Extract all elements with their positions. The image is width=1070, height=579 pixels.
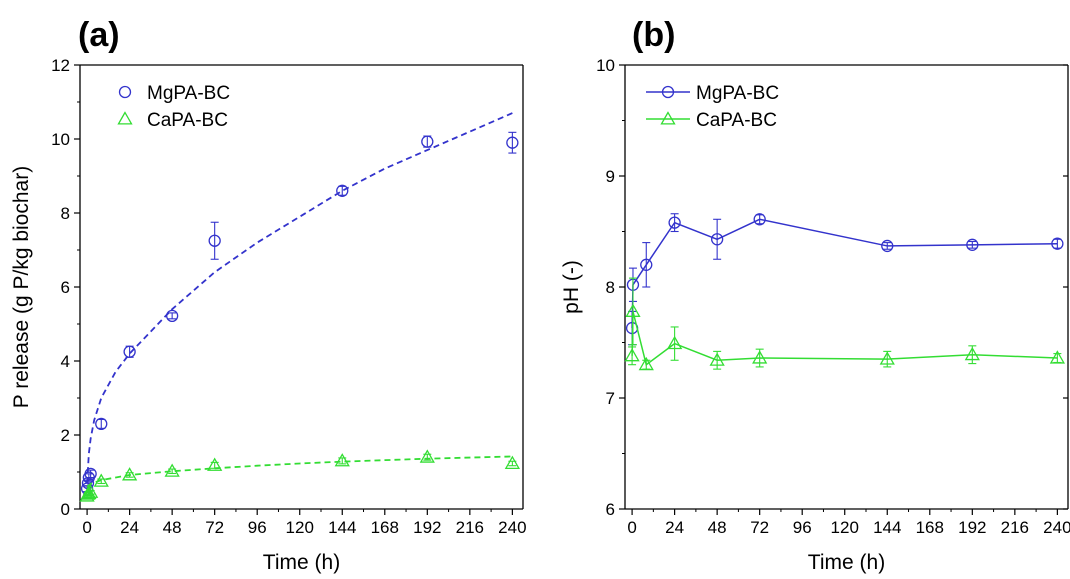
x-tick-label: 240 <box>1043 518 1070 537</box>
legend-label: CaPA-BC <box>147 110 228 131</box>
data-point <box>879 351 895 365</box>
y-axis-title: P release (g P/kg biochar) <box>10 166 33 408</box>
series-mgpa-bc <box>80 112 519 495</box>
fit-curve <box>86 112 513 484</box>
data-point <box>1049 350 1065 364</box>
series-capa-bc <box>79 449 520 502</box>
legend-entry-capa-bc: CaPA-BC <box>646 110 777 131</box>
data-point <box>118 85 132 99</box>
data-point <box>625 303 641 317</box>
x-tick-label: 24 <box>120 518 139 537</box>
y-tick-label: 2 <box>61 426 70 445</box>
data-point <box>1051 237 1064 250</box>
y-tick-label: 6 <box>606 500 615 519</box>
data-point <box>208 234 221 247</box>
y-tick-label: 4 <box>61 352 70 371</box>
y-tick-label: 12 <box>51 56 70 75</box>
x-tick-label: 144 <box>328 518 356 537</box>
data-point <box>964 346 980 361</box>
data-point <box>710 233 724 246</box>
x-tick-label: 0 <box>627 518 636 537</box>
x-tick-label: 168 <box>371 518 399 537</box>
x-axis-title: Time (h) <box>808 551 885 574</box>
data-point <box>84 467 97 481</box>
data-point <box>638 356 654 371</box>
x-tick-label: 144 <box>873 518 901 537</box>
data-point <box>709 352 725 366</box>
panel-label: (a) <box>78 16 120 54</box>
data-point <box>123 345 136 358</box>
data-point <box>752 350 768 364</box>
data-point <box>881 239 894 253</box>
x-tick-label: 24 <box>665 518 684 537</box>
x-tick-label: 48 <box>708 518 727 537</box>
y-tick-label: 8 <box>61 204 70 223</box>
data-point <box>668 216 681 229</box>
x-tick-label: 96 <box>248 518 267 537</box>
data-point <box>336 184 349 197</box>
data-point <box>334 453 350 467</box>
y-tick-label: 0 <box>61 500 70 519</box>
y-tick-label: 6 <box>61 278 70 297</box>
legend-label: CaPA-BC <box>696 110 777 131</box>
x-tick-label: 216 <box>1001 518 1029 537</box>
panel-b: (b) 0 24 48 72 96 120 144 168 192 216 240 6 7 8 9 10 Time… <box>560 16 1070 574</box>
data-point <box>966 238 979 251</box>
legend-entry-capa-bc: CaPA-BC <box>117 110 228 131</box>
x-tick-label: 72 <box>205 518 224 537</box>
y-tick-label: 10 <box>51 130 70 149</box>
data-point <box>207 457 223 471</box>
fit-curve <box>86 455 513 488</box>
legend-label: MgPA-BC <box>696 83 779 104</box>
data-point <box>164 463 180 477</box>
x-tick-label: 48 <box>163 518 182 537</box>
data-point <box>117 111 133 125</box>
panel-a: (a)0 24 48 72 96 120 144 168 192 216 240024681012T… <box>10 16 527 574</box>
data-point <box>421 135 434 148</box>
x-tick-label: 96 <box>793 518 812 537</box>
y-tick-label: 8 <box>606 278 615 297</box>
legend-label: MgPA-BC <box>147 83 230 104</box>
x-tick-label: 0 <box>82 518 91 537</box>
data-point <box>661 85 675 99</box>
data-point <box>640 258 653 271</box>
series-capa-bc <box>624 277 1065 371</box>
data-point <box>660 111 676 125</box>
x-tick-label: 120 <box>831 518 859 537</box>
data-point <box>93 473 109 487</box>
data-point <box>165 309 179 323</box>
data-point <box>666 335 683 350</box>
x-tick-label: 120 <box>286 518 314 537</box>
y-tick-label: 7 <box>606 389 615 408</box>
x-tick-label: 240 <box>498 518 526 537</box>
x-tick-label: 168 <box>916 518 944 537</box>
legend-entry-mgpa-bc: MgPA-BC <box>646 83 779 104</box>
x-tick-label: 216 <box>456 518 484 537</box>
series-line <box>631 218 1058 329</box>
data-point <box>753 213 766 226</box>
x-tick-label: 192 <box>958 518 986 537</box>
series-mgpa-bc <box>625 213 1064 346</box>
data-point <box>504 455 520 470</box>
y-tick-label: 9 <box>606 167 615 186</box>
x-axis-title: Time (h) <box>263 551 340 574</box>
panel-label: (b) <box>632 16 675 54</box>
x-tick-label: 72 <box>750 518 769 537</box>
data-point <box>81 485 97 499</box>
x-tick-label: 192 <box>413 518 441 537</box>
data-point <box>95 417 108 431</box>
data-point <box>121 467 138 481</box>
series-line <box>631 311 1058 366</box>
data-point <box>624 348 640 362</box>
data-point <box>83 484 99 498</box>
data-point <box>506 136 519 149</box>
legend-entry-mgpa-bc: MgPA-BC <box>118 83 230 104</box>
data-point <box>419 449 435 463</box>
y-tick-label: 10 <box>596 56 615 75</box>
y-axis-title: pH (-) <box>560 260 583 314</box>
